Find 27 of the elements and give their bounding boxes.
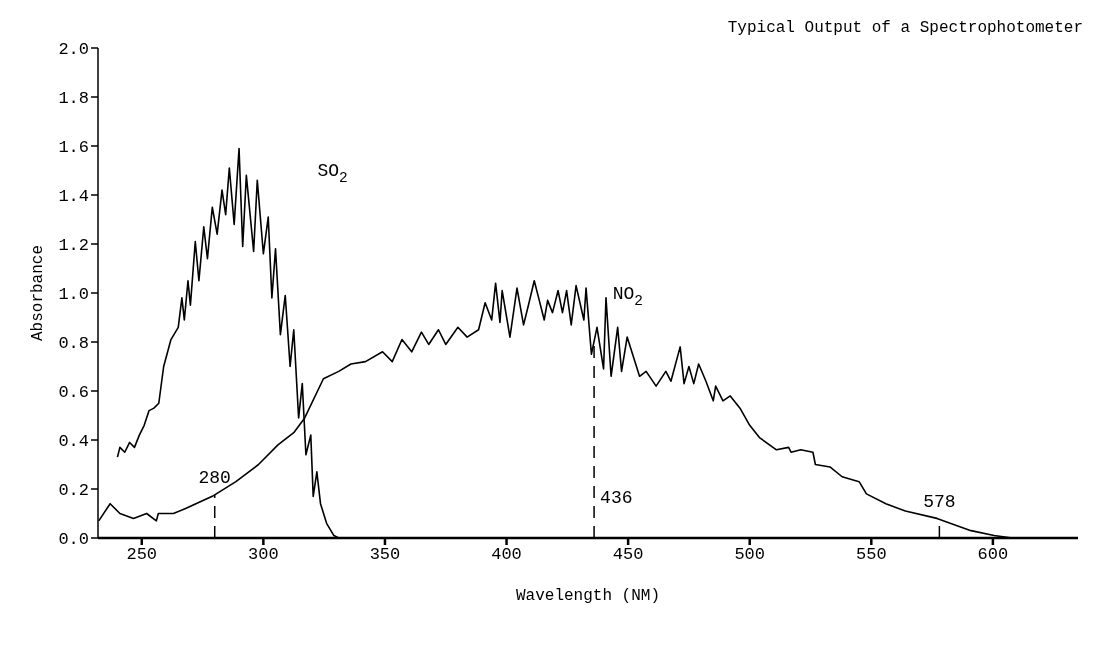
annotation: NO$_{2}$ (612, 283, 643, 309)
chart-title: Typical Output of a Spectrophotometer (727, 19, 1083, 37)
y-tick-label: 1.0 (58, 285, 89, 305)
y-tick-label: 0.0 (58, 530, 89, 550)
ref-line-label: 280 (198, 467, 231, 488)
y-tick-label: 0.4 (58, 432, 89, 452)
y-tick-label: 2.0 (58, 40, 89, 60)
x-tick-label: 250 (126, 545, 158, 565)
x-tick-label: 600 (977, 545, 1009, 565)
y-axis-title: Absorbance (29, 244, 47, 342)
x-axis-title: Wavelength (NM) (515, 587, 661, 605)
x-tick-label: 350 (369, 545, 401, 565)
y-tick-label: 0.2 (58, 481, 89, 501)
x-tick-label: 500 (734, 545, 766, 565)
annotation: SO$_{2}$ (317, 160, 348, 186)
y-tick-label: 1.4 (58, 187, 89, 207)
y-tick-label: 1.2 (58, 236, 89, 256)
x-tick-label: 400 (491, 545, 522, 565)
y-tick-label: 1.6 (58, 138, 89, 158)
x-tick-label: 450 (612, 545, 644, 565)
ref-line-label: 436 (600, 488, 633, 508)
y-tick-label: 1.8 (58, 89, 89, 109)
y-tick-label: 0.6 (58, 383, 89, 403)
x-tick-label: 550 (856, 545, 887, 565)
ref-line-label: 578 (923, 492, 956, 513)
y-tick-label: 0.8 (58, 334, 89, 354)
x-tick-label: 300 (248, 545, 279, 565)
